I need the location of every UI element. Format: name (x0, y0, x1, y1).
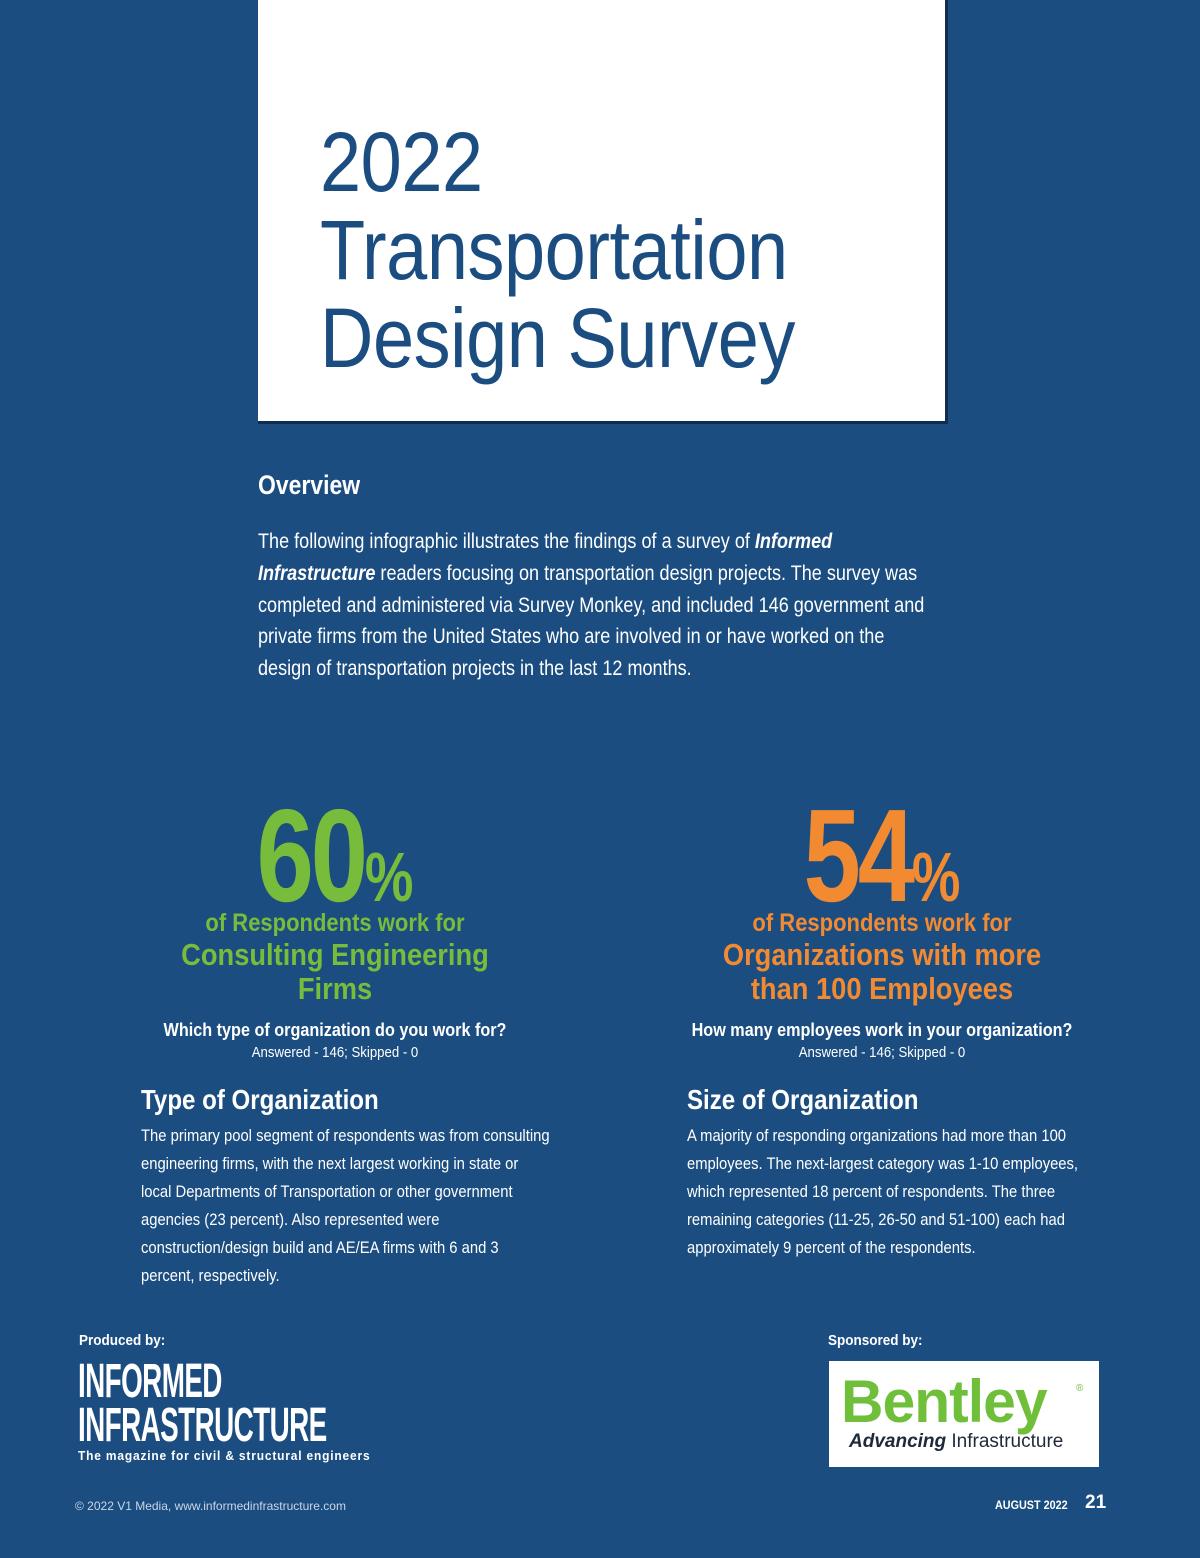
section-text: A majority of responding organizations h… (687, 1126, 1079, 1257)
stat-line-1: of Respondents work for (752, 909, 1012, 937)
overview-text-after: readers focusing on transportation desig… (258, 561, 925, 681)
stat-big-number: 60% (140, 790, 530, 922)
overview-heading: Overview (258, 470, 361, 500)
logo-line-1: INFORMED (78, 1355, 222, 1408)
stat-number: 60 (256, 782, 368, 929)
overview-text-before: The following infographic illustrates th… (258, 530, 755, 553)
stat-answered: Answered - 146; Skipped - 0 (251, 1044, 419, 1061)
page-title: 2022 Transportation Design Survey (320, 118, 795, 382)
bentley-tag-bold: Advancing (849, 1431, 947, 1452)
stat-line-2a: Consulting Engineering (181, 937, 489, 972)
bentley-tag-rest: Infrastructure (946, 1431, 1064, 1452)
stat-line-2b: Firms (297, 971, 373, 1006)
section-heading: Type of Organization (141, 1084, 379, 1115)
title-box: 2022 Transportation Design Survey (258, 0, 948, 424)
stat-line-1: of Respondents work for (205, 909, 465, 937)
logo-tagline: The magazine for civil & structural engi… (78, 1448, 371, 1463)
bentley-brand: Bentley (841, 1368, 1048, 1435)
section-type-of-organization: Type of Organization The primary pool se… (141, 1082, 571, 1290)
footer-issue: AUGUST 2022 (995, 1498, 1068, 1512)
publication-name: Informed Infrastructure (258, 530, 833, 585)
title-line-1: 2022 (320, 115, 483, 209)
registered-mark-icon: ® (1076, 1383, 1084, 1394)
informed-infrastructure-logo: INFORMED INFRASTRUCTURE The magazine for… (78, 1355, 398, 1464)
footer-copyright: © 2022 V1 Media, www.informedinfrastruct… (75, 1499, 346, 1513)
stat-answered: Answered - 146; Skipped - 0 (798, 1044, 966, 1061)
stat-percent-sign: % (364, 838, 414, 916)
logo-line-2: INFRASTRUCTURE (78, 1399, 327, 1452)
section-size-of-organization: Size of Organization A majority of respo… (687, 1082, 1117, 1262)
stat-consulting: 60% of Respondents work for Consulting E… (85, 790, 585, 1064)
title-line-2: Transportation (320, 203, 788, 297)
stat-question: How many employees work in your organiza… (691, 1020, 1073, 1040)
section-text: The primary pool segment of respondents … (141, 1126, 550, 1285)
stat-line-2b: than 100 Employees (750, 971, 1014, 1006)
bentley-logo: Bentley ® Advancing Infrastructure (829, 1361, 1099, 1467)
stat-line-2a: Organizations with more (722, 937, 1042, 972)
page-number: 21 (1085, 1492, 1107, 1513)
stat-percent-sign: % (911, 838, 961, 916)
stat-question: Which type of organization do you work f… (163, 1020, 507, 1040)
overview-paragraph: The following infographic illustrates th… (258, 526, 929, 685)
bentley-tagline: Advancing Infrastructure (849, 1431, 1063, 1453)
sponsored-by-label: Sponsored by: (828, 1332, 923, 1349)
stat-number: 54 (803, 782, 915, 929)
title-line-3: Design Survey (320, 291, 795, 385)
section-heading: Size of Organization (687, 1084, 919, 1115)
stat-big-number: 54% (687, 790, 1077, 922)
stat-employees: 54% of Respondents work for Organization… (632, 790, 1132, 1064)
produced-by-label: Produced by: (79, 1332, 166, 1349)
